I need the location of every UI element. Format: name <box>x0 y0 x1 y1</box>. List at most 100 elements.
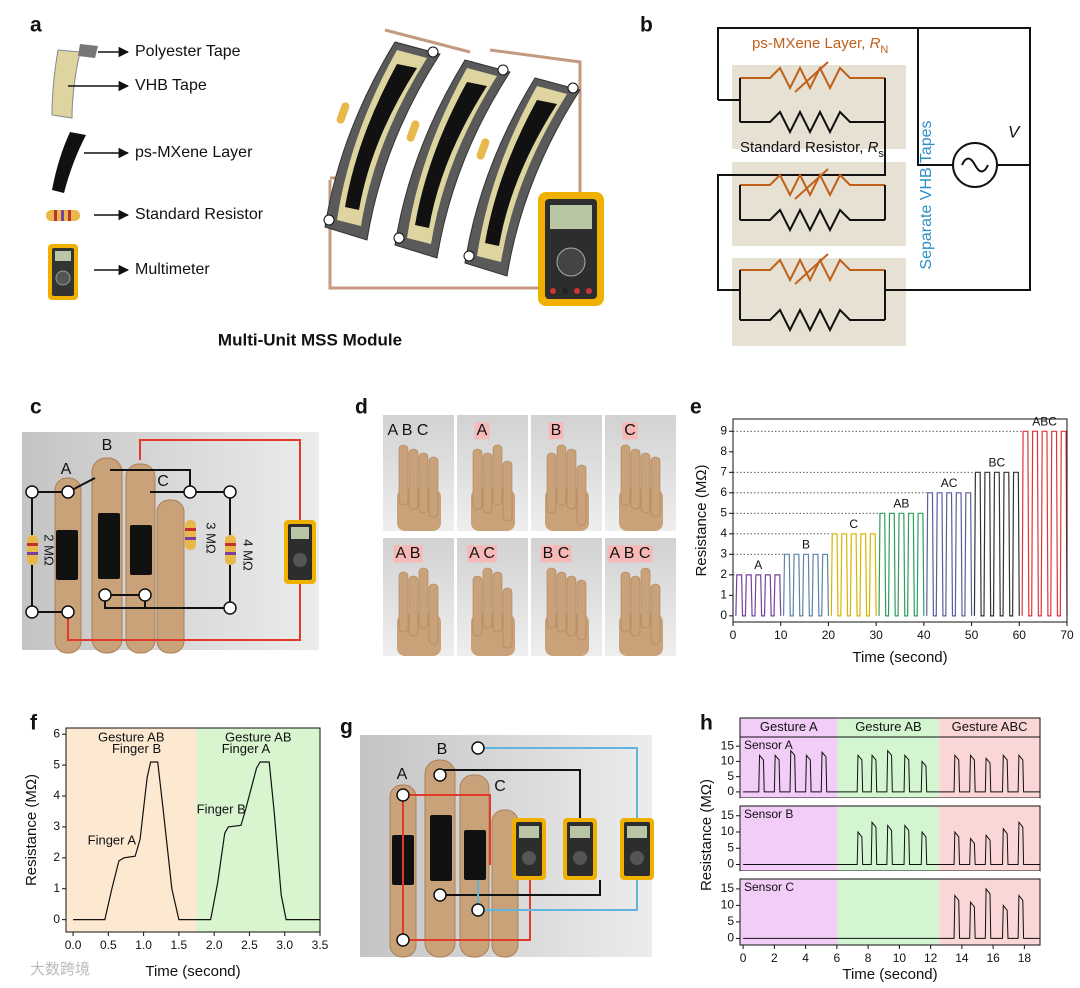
finger <box>408 448 419 510</box>
y-tick-label: 0 <box>727 931 734 945</box>
panel-a: a Polyester Tape VHB Tape ps-MXene Layer… <box>30 14 604 349</box>
finger <box>546 452 557 514</box>
gesture-label: B C <box>543 545 570 562</box>
x-tick-label: 60 <box>1013 628 1027 642</box>
x-tick-label: 4 <box>802 951 809 965</box>
watermark: 大数跨境 <box>30 960 90 978</box>
panel-label: d <box>355 396 368 419</box>
ac-symbol <box>961 157 989 173</box>
region <box>66 728 197 932</box>
legend-text: ps-MXene Layer <box>135 144 253 161</box>
text: Standard Resistor, <box>740 139 868 156</box>
resistor-label: 4 MΩ <box>241 539 256 571</box>
node <box>463 250 475 262</box>
x-tick-label: 0.5 <box>100 938 117 952</box>
y-tick-label: 2 <box>53 850 60 864</box>
finger <box>620 444 631 506</box>
sensors <box>392 815 486 885</box>
x-tick-label: 40 <box>917 628 931 642</box>
panel-label: f <box>30 712 38 735</box>
data-line <box>735 574 782 617</box>
series-label: AC <box>941 476 958 490</box>
finger <box>398 571 409 633</box>
panel-label: b <box>640 14 653 37</box>
y-tick-label: 7 <box>720 464 727 478</box>
finger-label: B <box>437 741 448 758</box>
y-axis-label: Resistance (MΩ) <box>693 464 710 576</box>
y-tick-label: 4 <box>720 526 727 540</box>
x-tick-label: 70 <box>1060 628 1074 642</box>
legend-text: VHB Tape <box>135 77 207 94</box>
y-tick-label: 8 <box>720 444 727 458</box>
multimeter-icon <box>48 244 78 300</box>
data-line <box>743 887 1040 939</box>
x-axis-label: Time (second) <box>842 966 937 983</box>
y-axis-label: Resistance (MΩ) <box>23 774 40 886</box>
series-label: A <box>754 558 762 572</box>
y-tick-label: 15 <box>721 738 735 752</box>
x-tick-label: 0 <box>740 951 747 965</box>
y-axis-label: Resistance (MΩ) <box>698 779 715 891</box>
panel-label: c <box>30 396 42 419</box>
multimeter-screen <box>570 826 590 838</box>
gesture-label: A B <box>396 545 421 562</box>
y-tick-label: 0 <box>727 784 734 798</box>
vhb-icon <box>51 49 81 119</box>
y-tick-label: 4 <box>53 788 60 802</box>
y-tick-label: 9 <box>720 423 727 437</box>
y-tick-label: 3 <box>53 819 60 833</box>
series-label: C <box>849 517 858 531</box>
mxene <box>345 64 417 210</box>
finger <box>502 587 513 649</box>
finger <box>472 448 483 510</box>
multimeter <box>284 520 316 584</box>
x-tick-label: 18 <box>1018 951 1032 965</box>
y-tick-label: 5 <box>53 757 60 771</box>
resistor-icon <box>46 210 80 221</box>
finger <box>502 460 513 522</box>
data-line <box>973 471 1020 617</box>
y-tick-label: 2 <box>720 567 727 581</box>
gesture-label: A B C <box>610 545 651 562</box>
rn <box>740 257 885 283</box>
x-tick-label: 3.0 <box>276 938 293 952</box>
finger <box>620 571 631 633</box>
finger <box>650 456 661 518</box>
sensors <box>56 513 152 580</box>
finger <box>650 583 661 645</box>
text: ps-MXene Layer, <box>752 35 870 52</box>
finger <box>576 579 587 641</box>
data-line <box>1021 430 1068 617</box>
finger <box>566 575 577 637</box>
finger-label: C <box>157 473 169 490</box>
region-label: Gesture AB <box>98 729 164 744</box>
finger <box>428 456 439 518</box>
y-tick-label: 5 <box>727 840 734 854</box>
gesture-label: A C <box>469 545 495 562</box>
resistor <box>476 138 490 160</box>
polyester-icon <box>78 44 98 58</box>
rs <box>740 109 885 135</box>
rn-arrow <box>794 168 829 200</box>
y-tick-label: 6 <box>720 485 727 499</box>
highlight <box>622 422 638 440</box>
x-tick-label: 2.5 <box>241 938 258 952</box>
text: s <box>878 148 884 160</box>
y-tick-label: 6 <box>53 726 60 740</box>
legend-text: Polyester Tape <box>135 43 241 60</box>
blue-wire <box>477 747 638 911</box>
x-tick-label: 20 <box>822 628 836 642</box>
highlight <box>548 422 564 440</box>
finger <box>566 448 577 510</box>
panel-label: a <box>30 14 42 37</box>
resistor-label: 3 MΩ <box>204 522 219 554</box>
region <box>837 718 940 945</box>
panel-g: g A B C <box>340 716 654 958</box>
panel-b: b V ps-MXene Layer, RN Standard Resistor… <box>640 14 1031 346</box>
mxene <box>415 82 487 228</box>
x-tick-label: 0.0 <box>65 938 82 952</box>
x-tick-label: 50 <box>965 628 979 642</box>
y-tick-label: 15 <box>721 808 735 822</box>
multimeter-dial <box>573 851 587 865</box>
caption: Multi-Unit MSS Module <box>218 330 402 349</box>
